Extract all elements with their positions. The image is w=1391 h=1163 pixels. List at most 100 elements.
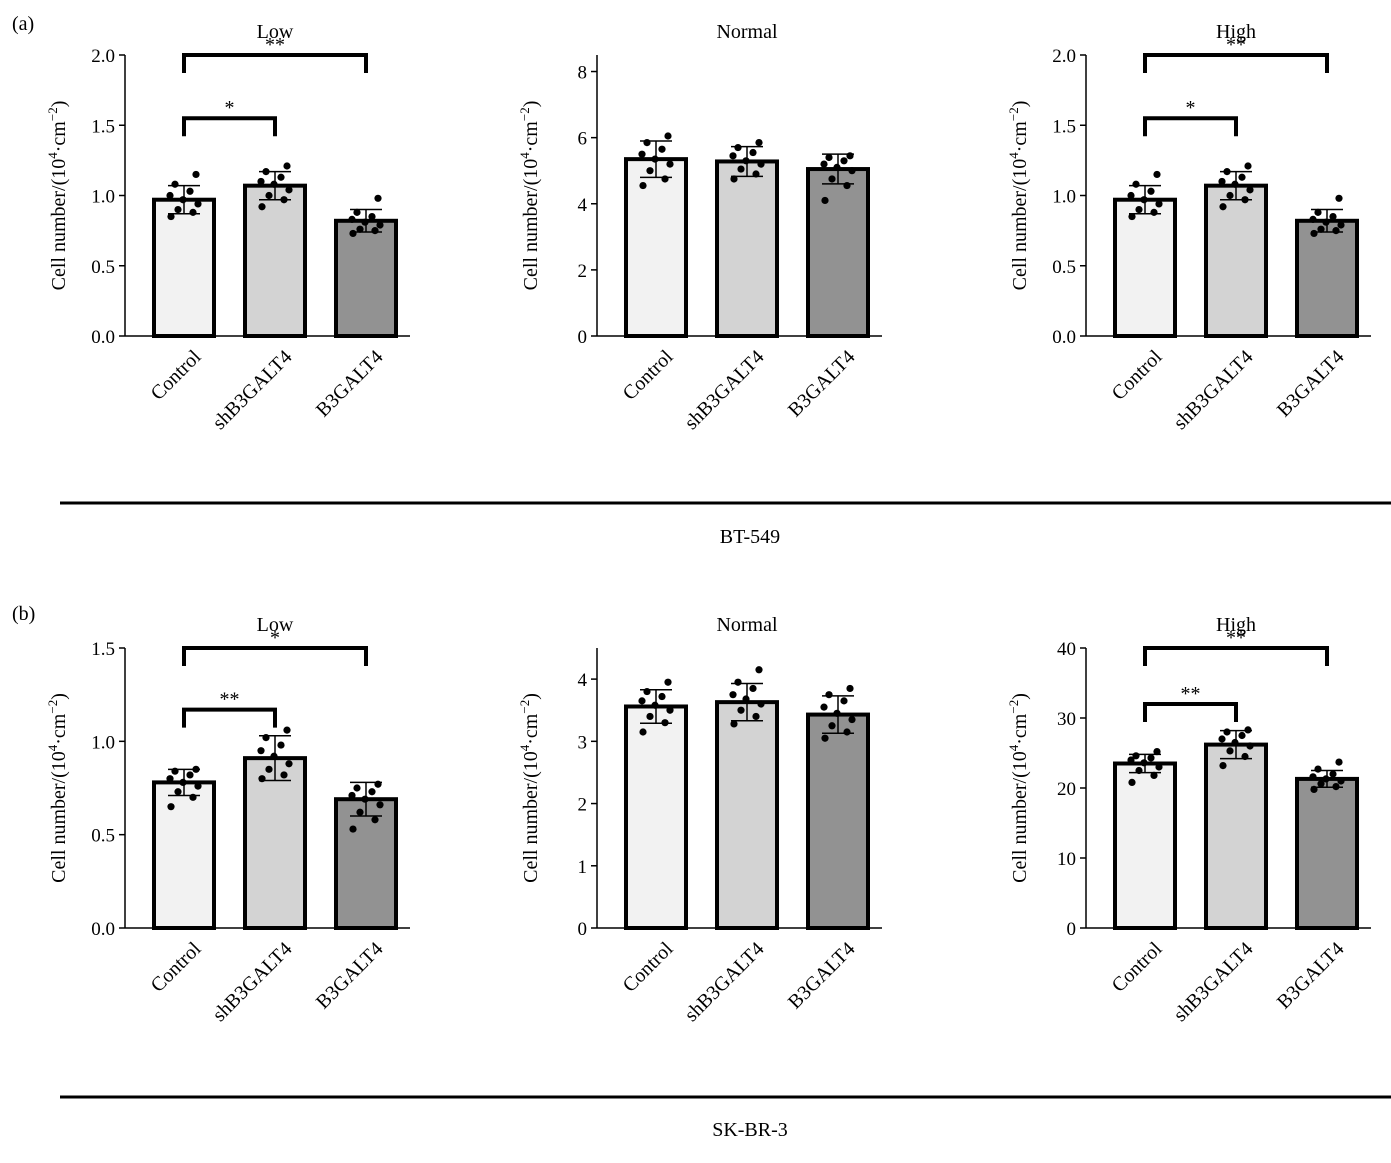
- data-point: [1147, 754, 1155, 762]
- x-tick-label: Control: [1108, 938, 1167, 997]
- data-point: [666, 160, 674, 168]
- data-point: [749, 684, 757, 693]
- data-point: [189, 793, 197, 801]
- data-point: [283, 162, 291, 170]
- data-point: [348, 215, 356, 223]
- y-tick-label: 1.5: [91, 639, 115, 660]
- y-axis-label: Cell number/(104·cm−2): [45, 101, 70, 291]
- data-point: [262, 734, 270, 742]
- chart-title: High: [1216, 614, 1256, 636]
- data-point: [737, 706, 745, 714]
- y-tick-label: 0: [578, 327, 588, 348]
- data-point: [166, 191, 174, 200]
- significance-label: **: [1181, 683, 1201, 705]
- x-tick-label: shB3GALT4: [208, 938, 296, 1026]
- cell-line-label-b: SK-BR-3: [712, 1119, 788, 1141]
- data-point: [1153, 748, 1161, 756]
- data-point: [752, 712, 760, 721]
- x-tick-label: Control: [619, 938, 678, 997]
- data-point: [1329, 770, 1337, 778]
- panel-label-b: (b): [12, 603, 35, 625]
- data-point: [174, 788, 182, 796]
- data-point: [752, 170, 760, 178]
- y-tick-label: 1.0: [1052, 187, 1076, 208]
- data-point: [1150, 208, 1158, 216]
- bar-shB3GALT4: [243, 183, 307, 338]
- data-point: [825, 153, 833, 162]
- data-point: [189, 208, 197, 216]
- data-point: [664, 132, 672, 140]
- data-point: [356, 808, 364, 816]
- data-point: [658, 692, 666, 701]
- y-tick-label: 40: [1057, 639, 1076, 660]
- data-point: [1219, 203, 1227, 211]
- data-point: [846, 152, 854, 160]
- y-tick-label: 3: [578, 732, 588, 753]
- data-point: [374, 194, 382, 202]
- bar-Control: [624, 704, 688, 930]
- data-point: [734, 678, 742, 686]
- data-point: [1140, 196, 1148, 204]
- data-point: [353, 208, 361, 216]
- y-axis-label-text: Cell number/(10: [1009, 159, 1031, 291]
- y-axis-label-superscript: 4: [45, 152, 60, 159]
- data-point: [1127, 191, 1135, 200]
- data-point: [361, 218, 369, 226]
- data-point: [821, 196, 829, 205]
- x-tick-label: shB3GALT4: [1169, 346, 1257, 434]
- data-point: [349, 825, 357, 833]
- data-point: [1322, 218, 1330, 226]
- significance-label: *: [225, 97, 235, 119]
- data-point: [1246, 186, 1254, 194]
- data-point: [661, 175, 669, 183]
- data-point: [825, 691, 833, 699]
- significance-bracket: [182, 646, 368, 666]
- data-point: [651, 701, 659, 709]
- y-tick-label: 30: [1057, 709, 1076, 730]
- y-axis-label-text: ·cm: [1009, 121, 1031, 153]
- y-tick-label: 1.0: [91, 732, 115, 753]
- data-point: [192, 765, 200, 773]
- y-axis-label-text: ·cm: [520, 121, 542, 153]
- x-tick-label: B3GALT4: [784, 938, 860, 1014]
- data-point: [1317, 225, 1325, 233]
- data-point: [1127, 756, 1135, 764]
- data-point: [167, 803, 175, 811]
- significance-bracket: [1143, 646, 1329, 666]
- chart-title: Normal: [716, 21, 778, 43]
- data-point: [361, 795, 369, 803]
- data-point: [265, 765, 273, 773]
- y-tick-label: 0.0: [1052, 327, 1076, 348]
- chart-title: Low: [257, 614, 294, 636]
- x-tick-label: B3GALT4: [784, 346, 860, 422]
- x-tick-label: shB3GALT4: [1169, 938, 1257, 1026]
- y-axis-label-superscript: −2: [1006, 700, 1021, 714]
- chart-3: Low 0.0 0.5 1.0 1.5 Cell number/(104·cm−2) Con…: [45, 614, 410, 1026]
- data-point: [258, 775, 266, 783]
- bar-shB3GALT4: [715, 159, 779, 338]
- chart-2: High 0.0 0.5 1.0 1.5 2.0 Cell number/(104·cm−2…: [1006, 21, 1371, 434]
- y-axis-label: Cell number/(104·cm−2): [45, 693, 70, 883]
- data-point: [643, 139, 651, 147]
- data-point: [848, 715, 856, 724]
- data-point: [1335, 758, 1343, 766]
- y-axis-label-text: ): [1009, 693, 1031, 700]
- data-point: [1226, 747, 1234, 755]
- data-point: [843, 181, 851, 190]
- data-point: [833, 709, 841, 717]
- bar-Control: [1113, 761, 1177, 930]
- significance-bracket: [182, 116, 277, 137]
- y-tick-label: 0.5: [91, 826, 115, 847]
- data-point: [194, 782, 202, 790]
- y-axis-label-text: Cell number/(10: [520, 159, 542, 291]
- data-point: [1310, 229, 1318, 238]
- data-point: [1335, 194, 1343, 202]
- data-point: [258, 203, 266, 211]
- bar-B3GALT4: [1295, 776, 1359, 931]
- data-point: [1231, 738, 1239, 747]
- significance-label: **: [265, 34, 285, 56]
- bar-Control: [624, 157, 688, 338]
- data-point: [192, 170, 200, 179]
